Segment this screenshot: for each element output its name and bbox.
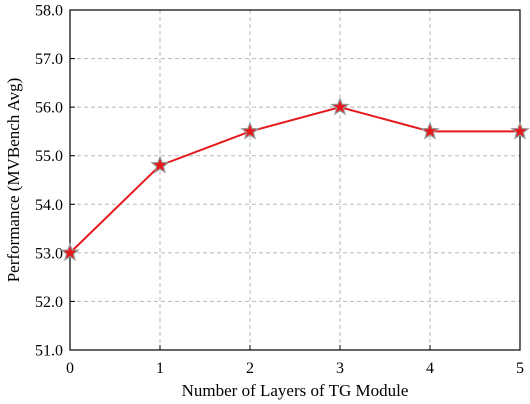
y-axis-label: Performance (MVBench Avg) (4, 78, 23, 283)
y-tick-label: 56.0 (35, 100, 63, 117)
data-point (240, 121, 260, 140)
data-point (60, 242, 80, 262)
plot-frame (69, 9, 521, 351)
x-tick-label: 5 (516, 360, 524, 377)
y-tick-label: 52.0 (35, 294, 63, 311)
x-tick-label: 3 (336, 360, 344, 377)
y-tick-label: 57.0 (35, 51, 63, 68)
data-point (150, 155, 170, 174)
series-line (69, 106, 520, 254)
y-tick-label: 58.0 (35, 3, 63, 20)
x-tick-label: 4 (426, 360, 434, 377)
data-point (420, 121, 440, 140)
data-point (330, 96, 350, 116)
grid (70, 10, 520, 350)
y-tick-label: 53.0 (35, 245, 63, 262)
x-axis-label: Number of Layers of TG Module (182, 381, 409, 400)
y-tick-label: 51.0 (35, 343, 63, 360)
x-tick-label: 0 (66, 360, 74, 377)
data-point (510, 121, 530, 140)
axis-ticks: 51.0 52.0 53.0 54.0 55.0 56.0 57.0 58.0 0 1 2 3 4 5 (35, 3, 524, 378)
y-tick-label: 55.0 (35, 148, 63, 165)
x-tick-label: 1 (156, 360, 164, 377)
series-layer (60, 96, 530, 262)
x-tick-label: 2 (246, 360, 254, 377)
y-tick-label: 54.0 (35, 197, 63, 214)
